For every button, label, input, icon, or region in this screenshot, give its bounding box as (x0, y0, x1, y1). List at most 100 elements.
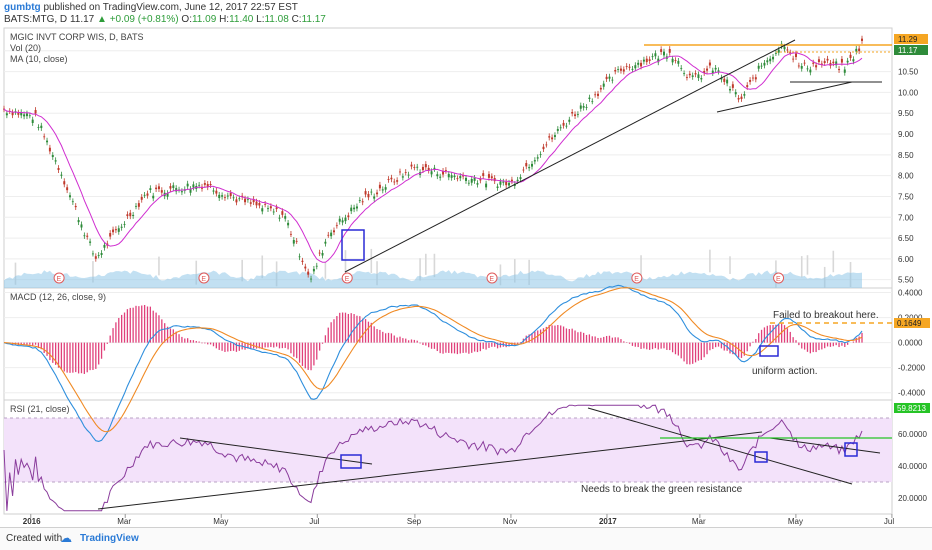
rsi-uptrend-line[interactable] (97, 431, 763, 510)
symbol-label: BATS:MTG, D (4, 14, 68, 25)
candle-body (367, 193, 370, 198)
tradingview-brand[interactable]: TradingView (80, 533, 139, 544)
candle-body (269, 206, 272, 209)
candle-body (333, 230, 335, 233)
highlight-box-rsi-2[interactable] (754, 451, 768, 463)
candle-body (203, 183, 206, 185)
candle-body (396, 180, 399, 182)
volume-label: Vol (20) (10, 43, 41, 53)
candle-body (812, 62, 815, 64)
candle-body (746, 85, 749, 87)
volume-spike (158, 256, 160, 276)
candle-body (338, 218, 341, 222)
macd-tick-label: 0.4000 (898, 289, 923, 298)
volume-spike (433, 253, 436, 278)
candle-body (301, 260, 304, 262)
candle-body (622, 69, 625, 72)
candle-body (708, 62, 711, 66)
candle-body (568, 119, 571, 122)
earnings-marker-circle (486, 272, 498, 284)
candle-body (86, 235, 89, 237)
candle-body (261, 208, 264, 212)
chart-canvas[interactable]: E E E E E E MGIC INVT CORP WIS, D, BATS Vol (… (0, 0, 932, 528)
volume-spike (370, 248, 373, 274)
macd-panel-title: MACD (12, 26, close, 9) (10, 292, 106, 302)
rsi-badge-bg (894, 403, 930, 413)
earnings-marker-label: E (201, 276, 206, 283)
candle-body (694, 73, 697, 75)
candle-body (591, 101, 594, 103)
candle-body (711, 70, 714, 74)
x-tick-label: May (788, 517, 803, 526)
earnings-marker-label: E (345, 276, 350, 283)
highlight-box-price[interactable] (341, 229, 365, 261)
candle-body (5, 113, 8, 116)
candle-body (100, 253, 103, 255)
candle-body (157, 186, 160, 190)
low-label: L: (256, 14, 265, 25)
price-tick-label: 8.50 (898, 151, 914, 160)
candle-body (315, 265, 318, 267)
highlight-box-rsi-3[interactable] (844, 442, 858, 457)
candle-body (71, 201, 74, 203)
candle-body (674, 60, 677, 61)
candle-body (307, 271, 310, 275)
candle-body (94, 256, 97, 259)
candle-body (109, 233, 112, 237)
candle-body (465, 177, 467, 181)
rsi-downtrend-line-3[interactable] (769, 437, 881, 454)
candle-body (849, 54, 852, 58)
volume-spike (709, 249, 711, 273)
candle-body (476, 183, 479, 185)
candle-body (149, 188, 152, 190)
volume-layer (4, 248, 862, 288)
candle-body (212, 190, 215, 192)
candle-body (800, 66, 803, 69)
candle-body (751, 77, 754, 79)
candle-body (206, 183, 209, 188)
candle-body (69, 195, 71, 198)
candle-body (795, 53, 797, 58)
rsi-downtrend-line-1[interactable] (179, 437, 373, 465)
volume-spike (92, 261, 94, 283)
candle-body (539, 154, 542, 156)
candle-body (284, 216, 287, 219)
candle-body (172, 185, 175, 188)
badge-last: 11.17 (898, 46, 918, 55)
candle-body (20, 112, 23, 116)
highlight-box-rsi-1[interactable] (340, 454, 362, 469)
candle-body (820, 63, 823, 65)
candle-body (223, 197, 226, 199)
triangle-support-line[interactable] (716, 81, 853, 113)
candle-body (528, 167, 531, 169)
highlight-box-macd[interactable] (759, 345, 779, 357)
candle-body (571, 112, 574, 114)
candle-body (112, 229, 115, 233)
candle-body (803, 62, 806, 64)
badge-top: 11.29 (898, 35, 918, 44)
candle-body (155, 187, 158, 190)
candle-body (479, 179, 482, 181)
candle-body (602, 83, 605, 87)
candle-body (31, 119, 34, 123)
candle-body (160, 190, 163, 193)
candle-body (175, 188, 178, 192)
candle-body (657, 58, 660, 63)
candle-body (66, 187, 69, 191)
candle-body (447, 173, 450, 178)
candle-body (519, 177, 522, 179)
candle-body (180, 191, 183, 193)
candle-body (51, 155, 54, 158)
rsi-downtrend-line-2[interactable] (587, 407, 853, 485)
candle-body (482, 173, 485, 176)
candle-body (117, 228, 120, 232)
candle-body (832, 61, 835, 64)
candle-body (774, 52, 777, 54)
author-name[interactable]: gumbtg (4, 2, 41, 13)
uptrend-line[interactable] (344, 39, 796, 273)
candle-body (777, 49, 780, 53)
candle-body (410, 164, 413, 167)
candle-body (126, 214, 129, 217)
close-label: C: (291, 14, 302, 25)
candle-body (34, 110, 37, 114)
